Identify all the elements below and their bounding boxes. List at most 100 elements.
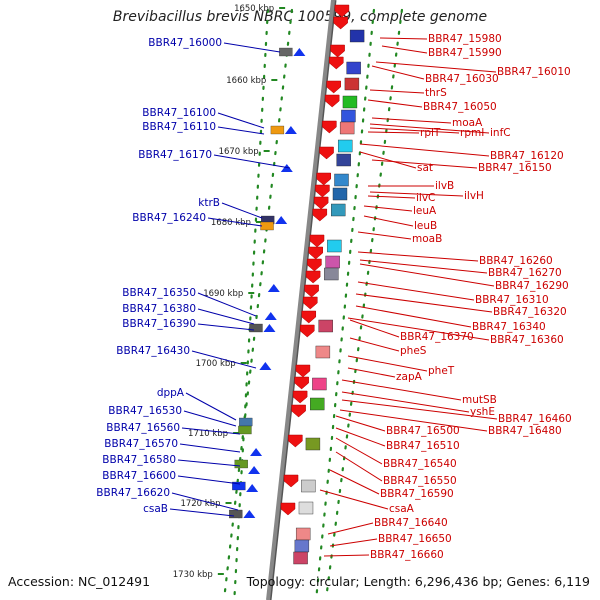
- right-gene-label: BBR47_15980: [428, 33, 502, 45]
- forward-gene-arrow: [280, 502, 296, 516]
- right-gene-label: leuB: [414, 220, 437, 232]
- left-gene-label: BBR47_16000: [148, 37, 222, 49]
- reverse-gene-arrow: [264, 312, 277, 320]
- right-gene-label: infC: [490, 127, 511, 139]
- right-gene-leader: [369, 191, 464, 197]
- right-gene-label: BBR47_16510: [386, 440, 460, 452]
- right-gene-leader: [341, 379, 462, 401]
- left-gene-label: BBR47_16100: [142, 107, 216, 119]
- forward-gene-box: [346, 61, 361, 75]
- right-gene-label: BBR47_16120: [490, 150, 564, 162]
- scale-label: 1690 kbp: [203, 289, 243, 299]
- gc-dot-line: [325, 8, 404, 597]
- topology-text: Topology: circular; Length: 6,296,436 bp…: [246, 574, 590, 589]
- right-gene-label: BBR47_16260: [479, 255, 553, 267]
- right-gene-label: BBR47_16660: [370, 549, 444, 561]
- forward-gene-box: [293, 551, 308, 565]
- forward-gene-arrow: [333, 16, 348, 30]
- scale-label: 1680 kbp: [211, 218, 251, 228]
- left-gene-label: BBR47_16240: [132, 212, 206, 224]
- right-gene-leader: [363, 205, 413, 212]
- forward-gene-arrow: [330, 44, 345, 58]
- forward-gene-arrow: [283, 474, 299, 488]
- right-gene-label: BBR47_16640: [374, 517, 448, 529]
- right-gene-leader: [327, 522, 374, 535]
- left-gene-leader: [217, 112, 265, 129]
- left-gene-label: ktrB: [198, 197, 220, 209]
- right-gene-leader: [369, 89, 425, 94]
- right-gene-leader: [369, 123, 490, 134]
- right-gene-label: BBR47_15990: [428, 47, 502, 59]
- right-gene-leader: [371, 65, 425, 80]
- left-gene-leader: [197, 308, 255, 325]
- right-gene-label: BBR47_16050: [423, 101, 497, 113]
- reverse-gene-arrow: [246, 484, 259, 492]
- right-gene-label: sat: [417, 162, 433, 174]
- left-gene-leader: [171, 492, 239, 511]
- right-gene-label: BBR47_16480: [488, 425, 562, 437]
- forward-gene-box: [305, 437, 321, 451]
- left-gene-label: BBR47_16530: [108, 405, 182, 417]
- left-gene-label: BBR47_16350: [122, 287, 196, 299]
- right-gene-leader: [359, 143, 490, 157]
- right-gene-leader: [357, 281, 475, 301]
- left-gene-label: dppA: [157, 387, 185, 399]
- right-gene-label: ilvC: [416, 192, 435, 204]
- left-gene-leader: [217, 126, 265, 135]
- right-gene-label: ilvB: [435, 180, 454, 192]
- left-gene-leader: [181, 427, 241, 435]
- forward-gene-arrow: [312, 208, 328, 222]
- reverse-gene-box: [260, 221, 274, 231]
- left-gene-label: csaB: [143, 503, 168, 515]
- right-gene-label: moaB: [412, 233, 442, 245]
- right-gene-leader: [367, 131, 420, 134]
- scale-label: 1650 kbp: [234, 4, 274, 14]
- forward-gene-box: [342, 95, 358, 109]
- left-gene-leader: [223, 42, 281, 53]
- left-gene-leader: [169, 508, 235, 517]
- left-gene-leader: [191, 350, 257, 369]
- right-gene-leader: [335, 437, 383, 465]
- right-gene-label: BBR47_16460: [498, 413, 572, 425]
- left-gene-label: BBR47_16390: [122, 318, 196, 330]
- scale-label: 1710 kbp: [188, 429, 228, 439]
- forward-gene-box: [336, 153, 351, 167]
- right-gene-label: rpmI: [460, 127, 484, 139]
- forward-gene-arrow: [329, 56, 344, 70]
- right-gene-label: BBR47_16340: [472, 321, 546, 333]
- right-gene-label: leuA: [413, 205, 437, 217]
- right-gene-leader: [355, 293, 493, 313]
- reverse-gene-arrow: [263, 324, 276, 332]
- reverse-gene-arrow: [248, 466, 261, 474]
- left-gene-label: BBR47_16170: [138, 149, 212, 161]
- right-gene-label: BBR47_16650: [378, 533, 452, 545]
- forward-gene-box: [298, 501, 314, 515]
- right-gene-leader: [359, 151, 417, 169]
- gc-dot-line: [315, 8, 376, 597]
- gc-dot-line: [223, 8, 294, 597]
- reverse-gene-arrow: [280, 164, 293, 172]
- forward-gene-arrow: [326, 80, 341, 94]
- right-gene-label: BBR47_16290: [495, 280, 569, 292]
- forward-gene-box: [294, 539, 310, 553]
- forward-gene-box: [295, 527, 311, 541]
- right-gene-leader: [323, 554, 370, 557]
- right-gene-leader: [359, 263, 495, 287]
- left-gene-leader: [185, 392, 237, 421]
- right-gene-leader: [347, 367, 396, 378]
- right-gene-leader: [339, 409, 488, 432]
- right-gene-leader: [355, 305, 472, 328]
- forward-gene-arrow: [304, 284, 319, 298]
- right-gene-label: moaA: [452, 117, 483, 129]
- left-gene-leader: [179, 443, 241, 453]
- right-gene-label: mutSB: [462, 394, 497, 406]
- right-gene-label: BBR47_16150: [478, 162, 552, 174]
- forward-gene-box: [312, 377, 327, 391]
- right-gene-label: BBR47_16370: [400, 331, 474, 343]
- forward-gene-box: [332, 187, 348, 201]
- forward-gene-arrow: [288, 434, 303, 448]
- right-gene-leader: [341, 391, 470, 413]
- right-gene-leader: [367, 99, 423, 108]
- left-gene-label: BBR47_16380: [122, 303, 196, 315]
- forward-gene-arrow: [313, 196, 329, 210]
